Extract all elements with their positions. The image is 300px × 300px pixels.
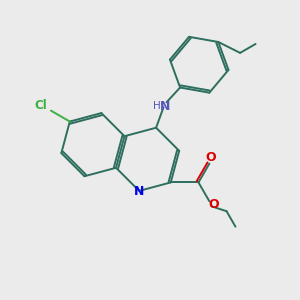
- Text: Cl: Cl: [34, 99, 47, 112]
- Text: O: O: [208, 198, 219, 211]
- Text: N: N: [134, 185, 144, 198]
- Text: N: N: [160, 100, 171, 113]
- Text: O: O: [205, 151, 216, 164]
- Text: H: H: [153, 101, 160, 111]
